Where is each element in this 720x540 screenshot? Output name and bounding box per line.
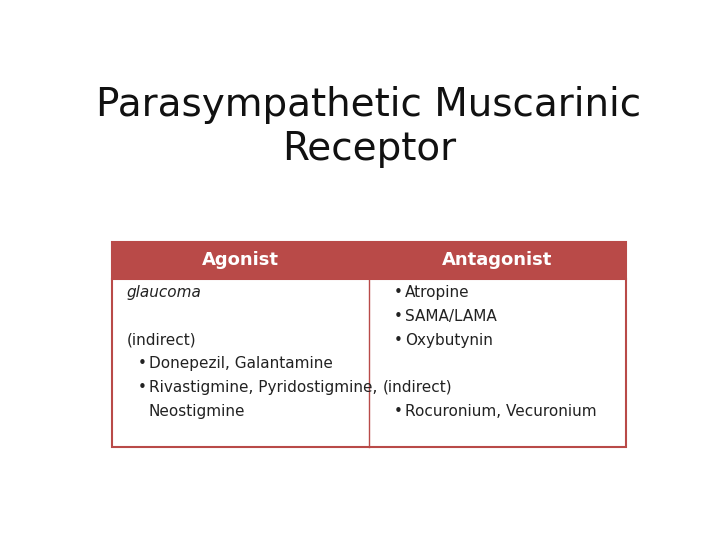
Text: Rocuronium, Vecuronium: Rocuronium, Vecuronium: [405, 404, 597, 418]
Bar: [112, 241, 626, 447]
Text: glaucoma: glaucoma: [126, 285, 201, 300]
Text: Parasympathetic Muscarinic
Receptor: Parasympathetic Muscarinic Receptor: [96, 85, 642, 167]
Text: (indirect): (indirect): [383, 380, 453, 395]
Text: Rivastigmine, Pyridostigmine,: Rivastigmine, Pyridostigmine,: [148, 380, 377, 395]
Text: •: •: [394, 285, 403, 300]
Bar: [112, 241, 626, 279]
Text: •: •: [394, 404, 403, 418]
Text: SAMA/LAMA: SAMA/LAMA: [405, 309, 497, 324]
Text: •: •: [138, 356, 146, 372]
Text: Oxybutynin: Oxybutynin: [405, 333, 493, 348]
Text: Agonist: Agonist: [202, 251, 279, 269]
Text: Antagonist: Antagonist: [442, 251, 552, 269]
Text: Donepezil, Galantamine: Donepezil, Galantamine: [148, 356, 333, 372]
Text: Neostigmine: Neostigmine: [148, 404, 245, 418]
Text: •: •: [394, 333, 403, 348]
Text: •: •: [138, 380, 146, 395]
Text: Atropine: Atropine: [405, 285, 470, 300]
Text: (indirect): (indirect): [126, 333, 196, 348]
Text: •: •: [394, 309, 403, 324]
